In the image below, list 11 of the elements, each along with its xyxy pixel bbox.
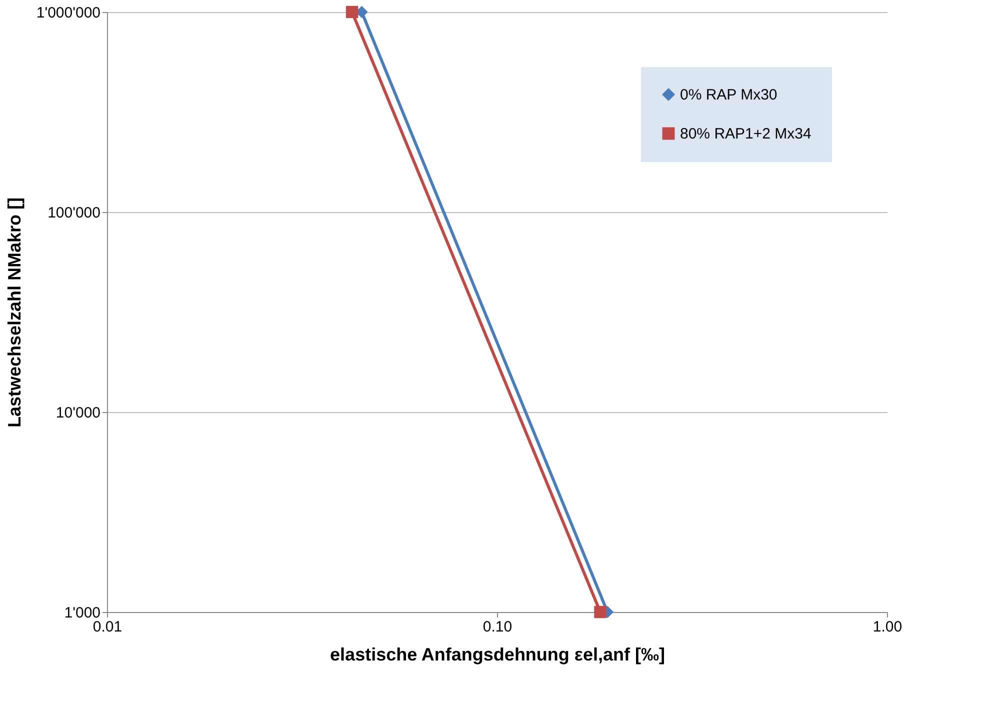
x-axis-title: elastische Anfangsdehnung εel,anf [‰] — [330, 644, 665, 664]
y-tick-label: 100'000 — [48, 204, 100, 222]
y-tick-label: 10'000 — [56, 404, 100, 422]
x-tick-label: 0.10 — [482, 618, 512, 636]
legend-label: 80% RAP1+2 Mx34 — [680, 126, 812, 142]
legend-label: 0% RAP Mx30 — [680, 86, 778, 104]
y-tick-label: 1'000'000 — [36, 4, 100, 22]
y-axis-title: Lastwechselzahl NMakro [] — [4, 197, 24, 428]
x-tick-label: 0.01 — [92, 618, 122, 636]
y-tick-label: 1'000 — [64, 604, 100, 622]
x-tick-label: 1.00 — [872, 618, 902, 636]
